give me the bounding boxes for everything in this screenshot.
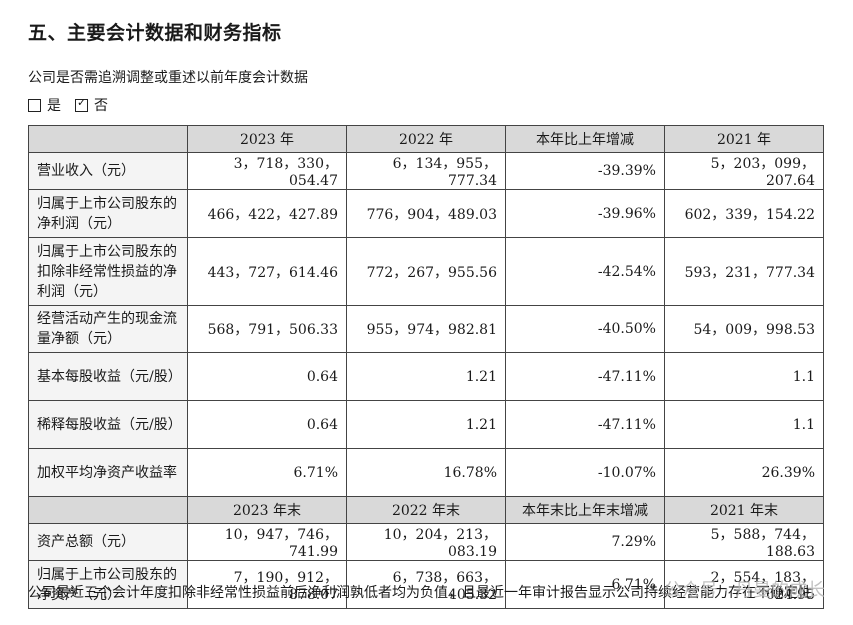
table-cell: -39.96% — [505, 189, 665, 238]
footer-note: 公司最近三个会计年度扣除非经常性损益前后净利润孰低者均为负值，且最近一年审计报告… — [28, 585, 812, 601]
table-row: 稀释每股收益（元/股） 0.64 1.21 -47.11% 1.1 — [28, 400, 824, 449]
table-cell: 5，203，099，207.64 — [664, 152, 824, 190]
row-label: 稀释每股收益（元/股） — [28, 400, 188, 449]
table-cell: 602，339，154.22 — [664, 189, 824, 238]
table-cell: 1.1 — [664, 400, 824, 449]
table-row: 归属于上市公司股东的净利润（元） 466，422，427.89 776，904，… — [28, 189, 824, 238]
table-cell: 6.71% — [187, 448, 347, 497]
table-cell: -10.07% — [505, 448, 665, 497]
header-cell: 本年末比上年末增减 — [505, 496, 665, 524]
row-label: 加权平均净资产收益率 — [28, 448, 188, 497]
table-cell: 2，554，183，024.95 — [664, 560, 824, 609]
header-cell: 2022 年 — [346, 125, 506, 153]
table-row: 归属于上市公司股东的净资产（元） 7，190，912，878.07 6，738，… — [28, 560, 824, 609]
table-row: 营业收入（元） 3，718，330，054.47 6，134，955，777.3… — [28, 152, 824, 190]
row-label: 归属于上市公司股东的净利润（元） — [28, 189, 188, 238]
watermark: 公众号 · 丹曼的成长 — [663, 580, 825, 601]
restatement-options: 是 否 — [28, 95, 108, 115]
table-cell: 16.78% — [346, 448, 506, 497]
table-row: 加权平均净资产收益率 6.71% 16.78% -10.07% 26.39% — [28, 448, 824, 497]
table-row: 经营活动产生的现金流量净额（元） 568，791，506.33 955，974，… — [28, 305, 824, 353]
table-cell: 54，009，998.53 — [664, 305, 824, 353]
row-label: 资产总额（元） — [28, 523, 188, 561]
row-label: 归属于上市公司股东的净资产（元） — [28, 560, 188, 609]
table-cell: -39.39% — [505, 152, 665, 190]
header-cell: 2021 年 — [664, 125, 824, 153]
table-cell: -47.11% — [505, 400, 665, 449]
header-cell: 本年比上年增减 — [505, 125, 665, 153]
financial-indicators-table: 2023 年 2022 年 本年比上年增减 2021 年 营业收入（元） 3，7… — [28, 125, 824, 609]
restatement-question: 公司是否需追溯调整或重述以前年度会计数据 — [28, 70, 308, 86]
table-cell: 5，588，744，188.63 — [664, 523, 824, 561]
option-no-label: 否 — [94, 98, 108, 114]
header-corner — [28, 496, 188, 524]
table-header-row: 2023 年末 2022 年末 本年末比上年末增减 2021 年末 — [28, 496, 824, 524]
section-title: 五、主要会计数据和财务指标 — [28, 22, 282, 44]
table-cell: 772，267，955.56 — [346, 237, 506, 306]
table-cell: 1.21 — [346, 352, 506, 401]
row-label: 经营活动产生的现金流量净额（元） — [28, 305, 188, 353]
table-cell: 776，904，489.03 — [346, 189, 506, 238]
table-header-row: 2023 年 2022 年 本年比上年增减 2021 年 — [28, 125, 824, 153]
option-yes-label: 是 — [47, 98, 61, 114]
table-cell: 7.29% — [505, 523, 665, 561]
header-cell: 2023 年 — [187, 125, 347, 153]
table-cell: 6，738，663，405.32 — [346, 560, 506, 609]
row-label: 营业收入（元） — [28, 152, 188, 190]
row-label: 基本每股收益（元/股） — [28, 352, 188, 401]
table-cell: 10，204，213，083.19 — [346, 523, 506, 561]
header-cell: 2022 年末 — [346, 496, 506, 524]
table-cell: 1.21 — [346, 400, 506, 449]
header-corner — [28, 125, 188, 153]
table-cell: 6，134，955，777.34 — [346, 152, 506, 190]
table-cell: 26.39% — [664, 448, 824, 497]
table-cell: 1.1 — [664, 352, 824, 401]
checkbox-yes[interactable] — [28, 98, 41, 112]
header-cell: 2021 年末 — [664, 496, 824, 524]
table-cell: 0.64 — [187, 352, 347, 401]
table-cell: 10，947，746，741.99 — [187, 523, 347, 561]
table-cell: -47.11% — [505, 352, 665, 401]
table-row: 归属于上市公司股东的扣除非经常性损益的净利润（元） 443，727，614.46… — [28, 237, 824, 306]
table-cell: 955，974，982.81 — [346, 305, 506, 353]
table-cell: 443，727，614.46 — [187, 237, 347, 306]
table-cell: -40.50% — [505, 305, 665, 353]
header-cell: 2023 年末 — [187, 496, 347, 524]
table-cell: 3，718，330，054.47 — [187, 152, 347, 190]
table-cell: 466，422，427.89 — [187, 189, 347, 238]
table-cell: 593，231，777.34 — [664, 237, 824, 306]
checkbox-no[interactable] — [75, 96, 88, 112]
table-cell: 6.71% — [505, 560, 665, 609]
table-row: 基本每股收益（元/股） 0.64 1.21 -47.11% 1.1 — [28, 352, 824, 401]
row-label: 归属于上市公司股东的扣除非经常性损益的净利润（元） — [28, 237, 188, 306]
table-row: 资产总额（元） 10，947，746，741.99 10，204，213，083… — [28, 523, 824, 561]
table-cell: -42.54% — [505, 237, 665, 306]
table-cell: 0.64 — [187, 400, 347, 449]
table-cell: 568，791，506.33 — [187, 305, 347, 353]
